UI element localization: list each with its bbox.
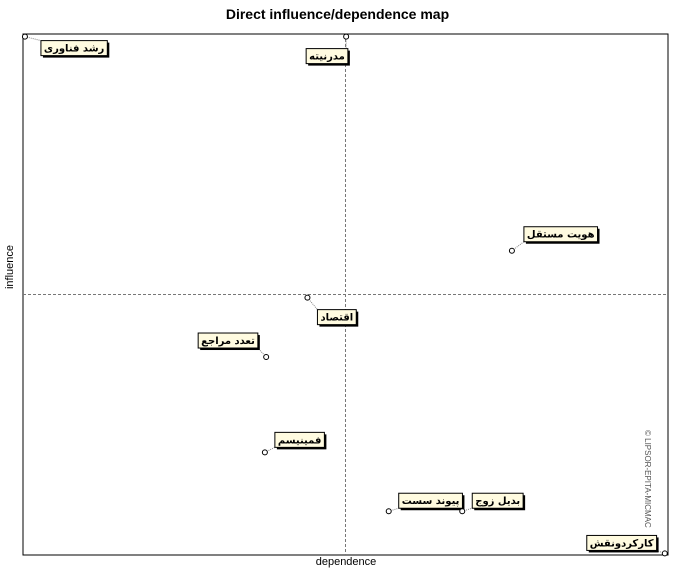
map-point: هویت مستقل [508, 226, 600, 254]
point-label: تعدد مراجع [201, 336, 255, 347]
point-marker [459, 508, 466, 515]
point-marker [661, 550, 668, 557]
label-box [305, 48, 349, 65]
point-label: مدرنیته [309, 52, 345, 63]
points-layer: رشد فناوری مدرنیته هویت مستقل اقتصاد تعدد مر… [21, 33, 668, 557]
leader-line [462, 507, 473, 512]
x-axis-label: dependence [315, 556, 377, 568]
point-label: فمینیسم [278, 435, 322, 446]
map-point: کارکردونقش [586, 534, 668, 557]
point-marker [508, 247, 515, 254]
label-box [274, 431, 325, 448]
label-box [197, 332, 259, 349]
leader-line [656, 549, 665, 554]
point-label: رشد فناوری [44, 44, 105, 55]
point-marker [343, 33, 350, 40]
map-point: فمینیسم [261, 431, 327, 456]
chart-title: Direct influence/dependence map [225, 6, 450, 22]
point-marker [21, 33, 28, 40]
map-point: تعدد مراجع [197, 332, 270, 361]
label-box [316, 309, 357, 326]
map-point: رشد فناوری [21, 33, 110, 58]
leader-line [388, 507, 399, 512]
label-box [40, 40, 108, 57]
point-label: اقتصاد [320, 313, 353, 324]
map-point: بدیل زوج [459, 492, 526, 515]
point-label: پیوند سست [402, 496, 460, 507]
point-marker [263, 354, 270, 361]
point-marker [261, 449, 268, 456]
point-label: کارکردونقش [590, 538, 654, 549]
label-box [586, 534, 658, 551]
point-label: بدیل زوج [475, 496, 520, 507]
label-box [398, 492, 463, 509]
watermark: © LIPSOR-EPITA-MICMAC [643, 430, 652, 528]
point-marker [304, 294, 311, 301]
point-label: هویت مستقل [527, 230, 595, 241]
label-box [471, 492, 524, 509]
map-point: پیوند سست [385, 492, 465, 515]
point-marker [385, 508, 392, 515]
label-box [523, 226, 599, 243]
map-point: اقتصاد [304, 294, 359, 327]
map-point: مدرنیته [305, 33, 350, 66]
y-axis-label: influence [4, 244, 16, 290]
